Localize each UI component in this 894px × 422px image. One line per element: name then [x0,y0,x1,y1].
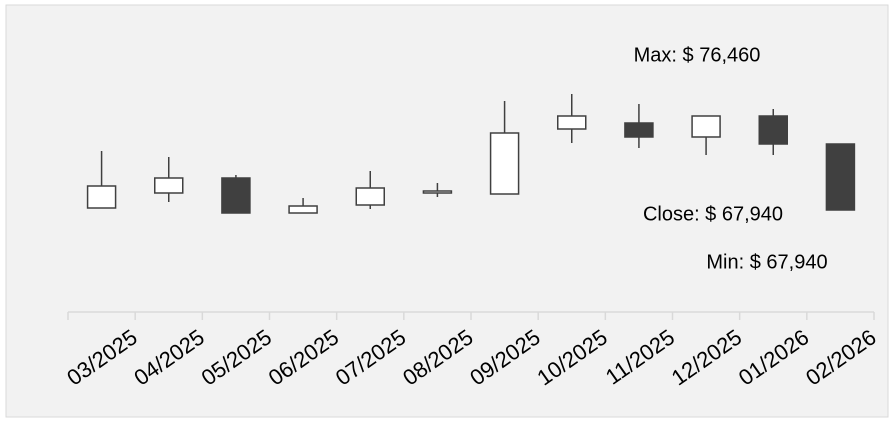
candle-body [86,185,117,209]
candle-body [758,115,788,145]
candle-body [557,115,587,130]
annotation: Min: $ 67,940 [706,251,827,273]
candle-body [624,122,654,138]
candle-body [221,177,251,214]
candle-body [489,132,520,195]
candle-body [691,115,721,138]
candle-body [154,177,184,194]
candle-body [825,143,856,211]
plot-background [5,4,889,418]
candle-body [355,187,385,206]
candle-body [288,205,318,214]
annotation: Close: $ 67,940 [643,203,783,225]
annotation: Max: $ 76,460 [634,44,761,66]
candle-body [422,190,453,194]
